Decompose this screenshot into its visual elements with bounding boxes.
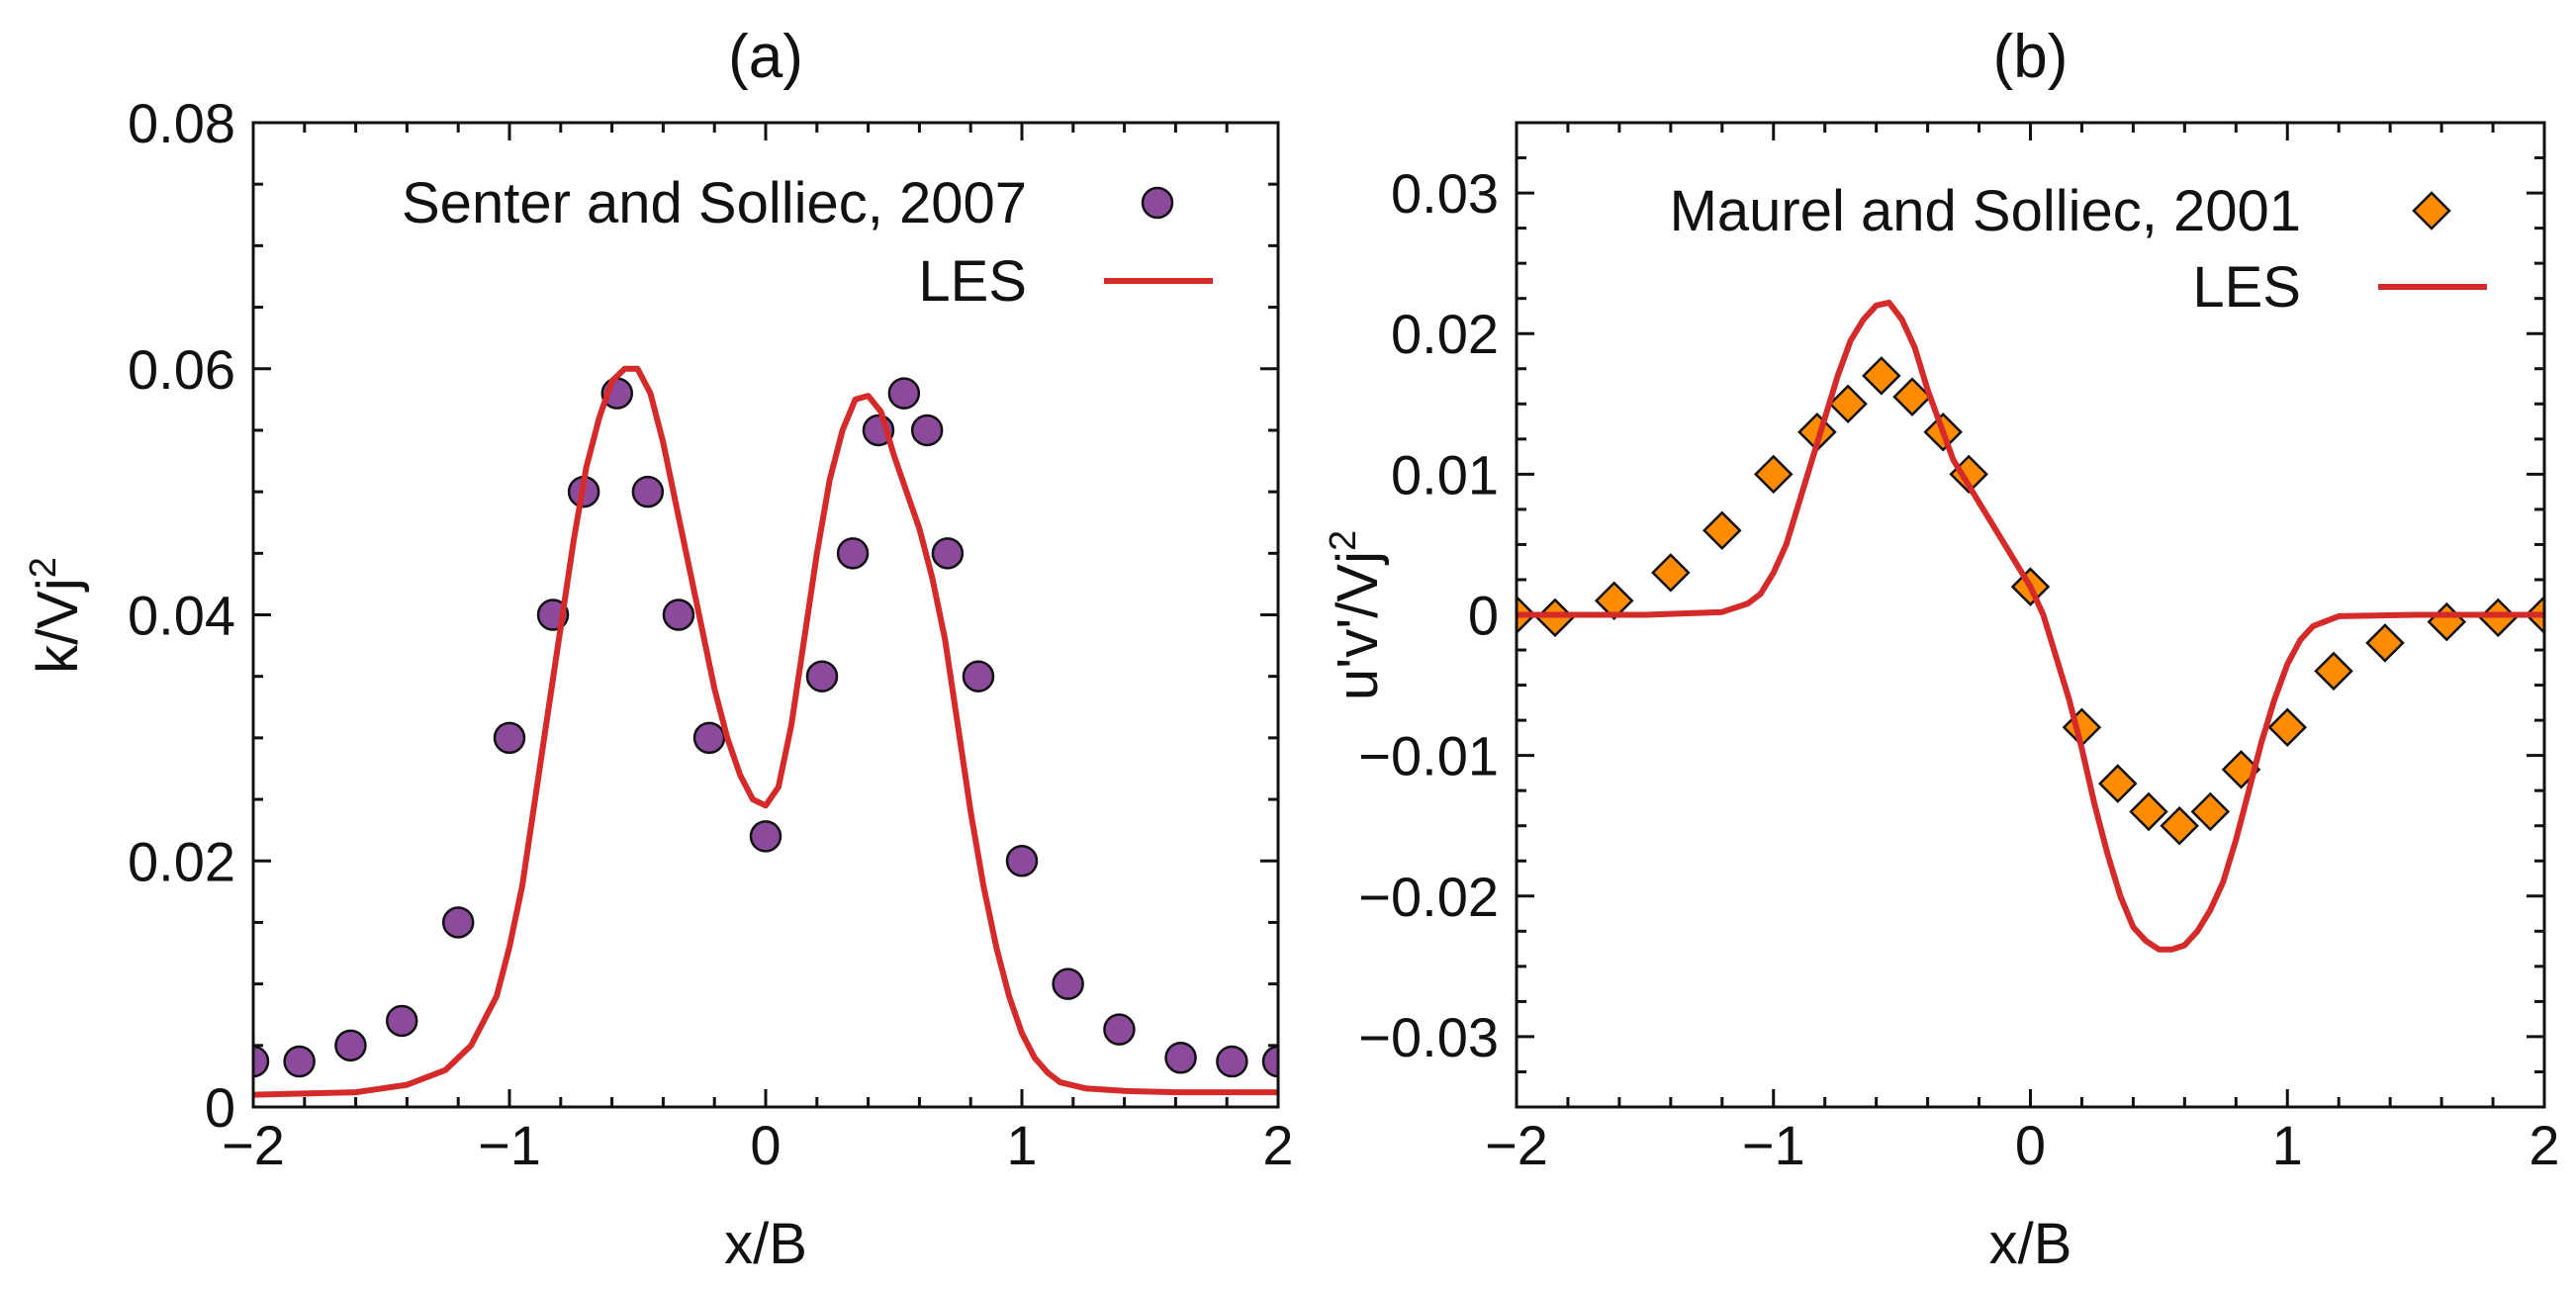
data-point-diamond [2098,764,2138,803]
legend-diamond-swatch [2412,191,2451,230]
data-point-diamond [1892,377,1932,416]
x-tick-label: 1 [1006,1114,1037,1176]
data-point-diamond [2267,707,2308,747]
x-tick-label: −1 [1742,1114,1805,1176]
data-point-circle [441,906,475,939]
y-axis-label-superscript: 2 [23,557,64,578]
y-tick-label: 0 [205,1076,235,1139]
data-point-circle [1005,845,1039,877]
y-axis-label-text: k/Vj [26,578,90,674]
data-point-circle [962,660,995,692]
y-tick-label: 0.01 [1391,443,1499,506]
chart-panel-b: (b) −2 −1 0 1 2 −0.03 −0.02 −0.01 0 0.01 0.02 0.03 x/… [1323,23,2560,1276]
data-point-circle [253,1045,270,1078]
data-point-diamond [2314,651,2353,691]
data-point-circle [910,414,944,447]
data-point-diamond [1753,454,1794,495]
data-point-circle [692,721,726,755]
x-tick-label: 0 [2015,1114,2046,1176]
les-series-line [253,365,1278,1098]
x-tick-label: 2 [2529,1114,2559,1176]
data-point-diamond [1702,510,1742,550]
plot-area [253,365,1278,1098]
data-point-circle [631,475,665,508]
data-point-diamond [1828,384,1868,424]
x-tick-label: 0 [750,1114,781,1176]
data-point-circle [662,599,695,631]
panel-title: (b) [1993,23,2069,91]
legend: Senter and Solliec, 2007 LES [402,171,1213,314]
data-point-diamond [2427,601,2467,642]
data-point-circle [1052,968,1084,1000]
y-tick-label: 0.02 [128,830,235,892]
y-tick-label: 0 [1468,585,1499,647]
data-point-circle [1103,1013,1136,1046]
data-point-circle [887,377,921,410]
data-point-circle [334,1029,367,1062]
y-tick-label: −0.03 [1358,1006,1499,1068]
data-point-diamond [1862,356,1901,396]
legend-circle-swatch [1141,186,1174,220]
y-tick-label: −0.01 [1358,725,1499,787]
data-point-diamond [2365,623,2405,663]
legend-label: Senter and Solliec, 2007 [402,171,1027,235]
x-axis-label: x/B [724,1212,807,1276]
data-point-circle [931,537,965,570]
y-tick-label: 0.08 [128,92,235,154]
data-point-diamond [1651,553,1691,593]
data-point-diamond [2129,791,2168,832]
data-point-diamond [2160,805,2199,846]
y-axis-label: u'v'/Vj2 [1323,530,1390,700]
data-point-circle [836,537,870,570]
y-axis-label-text: u'v'/Vj [1326,551,1390,700]
panel-title: (a) [728,23,803,91]
y-tick-label: 0.03 [1391,162,1499,225]
y-axis-label: k/Vj2 [23,557,90,674]
x-tick-label: −2 [1485,1114,1548,1176]
x-tick-label: 1 [2272,1114,2303,1176]
legend-label: LES [2192,255,2301,320]
x-tick-label: 2 [1262,1114,1293,1176]
plot-frame [251,121,1280,1109]
y-axis-label-superscript: 2 [1323,530,1364,551]
y-tick-label: 0.04 [128,585,235,647]
y-tick-label: 0.02 [1391,303,1499,365]
x-axis-label: x/B [1989,1212,2072,1276]
legend-label: LES [918,249,1027,314]
legend: Maurel and Solliec, 2001 LES [1670,179,2487,320]
data-point-diamond [2190,791,2231,832]
legend-label: Maurel and Solliec, 2001 [1670,179,2301,243]
y-tick-label: 0.06 [128,338,235,401]
plot-frame [1515,121,2546,1109]
data-point-circle [1164,1042,1197,1074]
y-tick-label: −0.02 [1358,866,1499,928]
x-tick-label: −2 [222,1114,285,1176]
chart-panel-a: (a)−2 −1 0 1 200.020.040.060.08x/Bk/Vj2Sente… [23,23,1294,1276]
data-point-circle [493,721,526,755]
data-point-circle [1216,1045,1248,1078]
data-point-circle [749,820,782,853]
data-point-diamond [1594,581,1634,621]
x-tick-label: −1 [478,1114,541,1176]
data-point-circle [1261,1045,1278,1078]
data-point-circle [283,1045,316,1078]
data-point-circle [385,1004,418,1038]
les-series-line [1517,299,2544,953]
data-point-circle [805,660,839,692]
plot-area [1517,299,2544,953]
